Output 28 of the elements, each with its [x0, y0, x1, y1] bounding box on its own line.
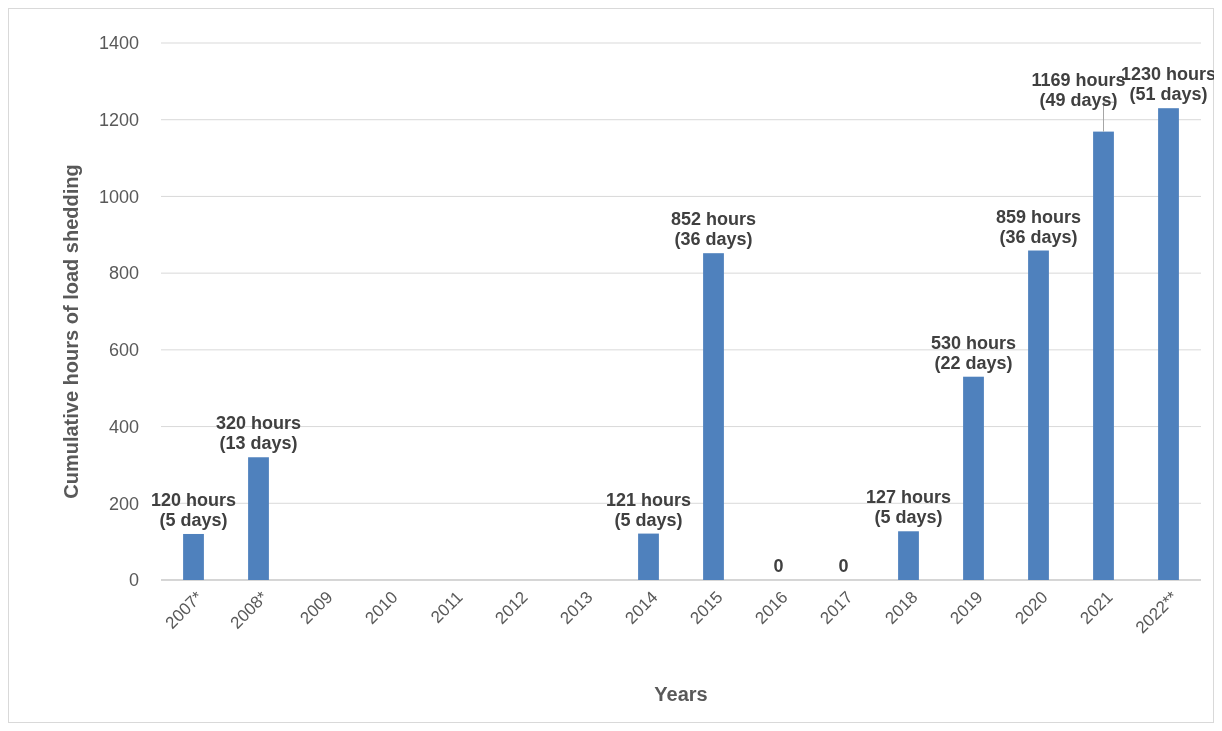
data-label: 121 hours (5 days) — [605, 489, 692, 530]
y-tick-label: 400 — [108, 416, 139, 437]
data-label: 0 — [773, 556, 784, 576]
data-label: 852 hours (36 days) — [670, 209, 757, 250]
y-tick-label: 200 — [108, 493, 139, 514]
y-tick-label: 600 — [108, 340, 139, 361]
bar — [703, 253, 724, 580]
data-label: 320 hours (13 days) — [215, 413, 302, 454]
y-tick-label: 800 — [108, 263, 139, 284]
x-axis-title: Years — [654, 683, 708, 705]
data-label: 120 hours (5 days) — [150, 489, 237, 530]
bar — [1158, 108, 1179, 580]
bar — [1028, 250, 1049, 580]
y-tick-label: 1400 — [98, 33, 139, 54]
y-tick-label: 0 — [128, 570, 139, 591]
bar — [183, 533, 204, 580]
bar — [638, 533, 659, 580]
bar — [898, 531, 919, 580]
y-tick-label: 1000 — [98, 186, 139, 207]
y-tick-label: 1200 — [98, 110, 139, 131]
data-label: 859 hours (36 days) — [995, 206, 1082, 247]
bar — [248, 457, 269, 580]
bar — [963, 376, 984, 580]
data-label: 127 hours (5 days) — [865, 487, 952, 528]
bar — [1093, 131, 1114, 580]
data-label: 530 hours (22 days) — [930, 332, 1017, 373]
y-axis-title: Cumulative hours of load shedding — [60, 164, 82, 499]
data-label: 0 — [838, 556, 849, 576]
